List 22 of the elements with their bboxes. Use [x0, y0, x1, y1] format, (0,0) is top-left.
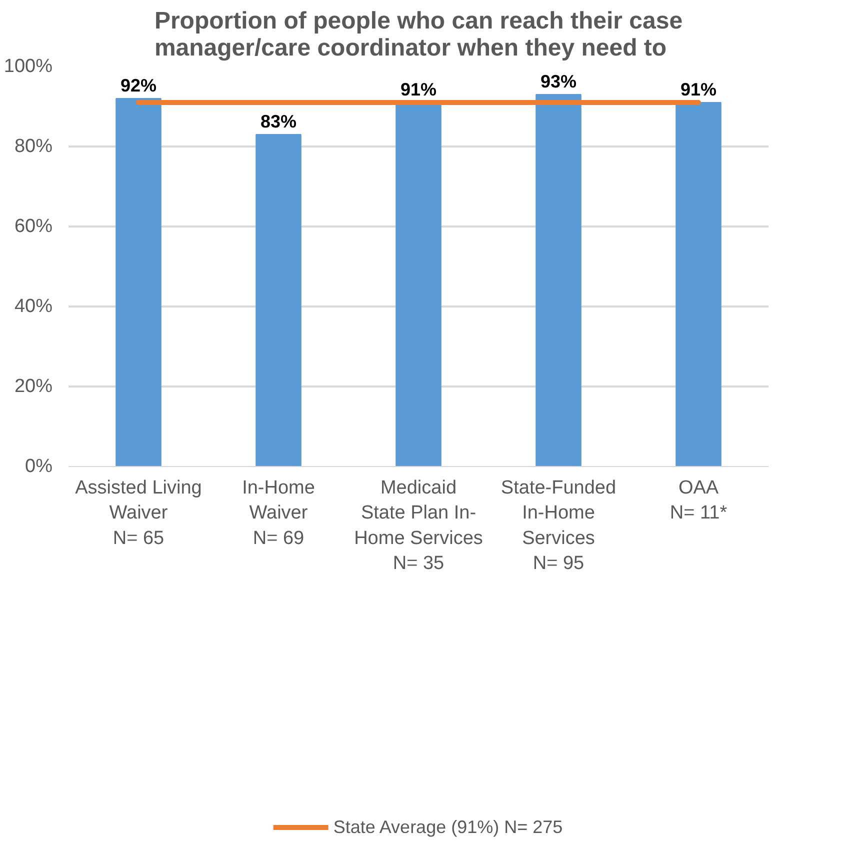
x-tick-label: State-Funded In-Home Services N= 95 — [500, 478, 616, 574]
data-label: 93% — [540, 72, 577, 92]
y-tick-label: 80% — [14, 136, 53, 157]
chart-title: Proportion of people who can reach their case manager/care coordinator when they need to — [154, 8, 683, 62]
data-label: 91% — [400, 80, 437, 100]
bar — [116, 98, 162, 466]
y-tick-label: 20% — [14, 376, 53, 397]
data-label: 91% — [680, 80, 717, 100]
x-tick-label: Assisted Living Waiver N= 65 — [75, 478, 202, 549]
x-tick-label: OAA N= 11* — [670, 478, 728, 524]
data-label: 92% — [120, 76, 157, 96]
y-tick-label: 60% — [14, 216, 53, 237]
bar — [676, 102, 722, 466]
x-tick-label: Medicaid State Plan In- Home Services N= 35 — [354, 478, 483, 574]
x-tick-label: In-Home Waiver N= 69 — [242, 478, 315, 549]
bar — [256, 134, 302, 466]
legend-label: State Average (91%) N= 275 — [333, 816, 563, 838]
y-tick-label: 40% — [14, 296, 53, 317]
y-tick-label: 100% — [4, 56, 53, 77]
bar — [536, 94, 582, 466]
data-label: 83% — [260, 112, 297, 132]
y-tick-label: 0% — [25, 456, 53, 477]
